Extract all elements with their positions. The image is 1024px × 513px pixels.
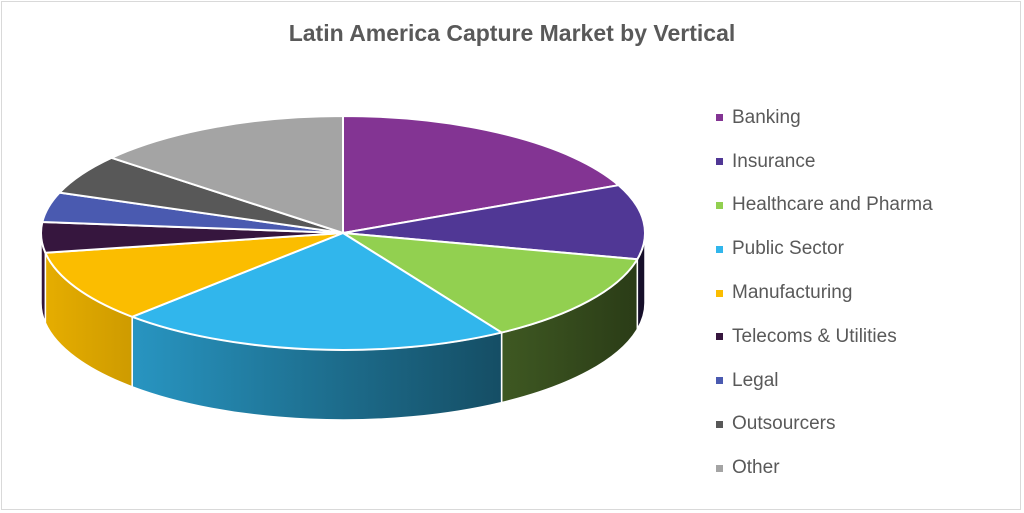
pie-slice-insurance: [342, 184, 646, 261]
legend-label-insurance: Insurance: [732, 150, 816, 172]
legend-swatch-public-sector: [716, 245, 723, 253]
legend-item-manufacturing: Manufacturing: [716, 271, 933, 315]
pie-slice-banking: [342, 115, 620, 234]
legend-label-other: Other: [732, 457, 780, 479]
legend-item-insurance: Insurance: [716, 140, 933, 184]
legend-swatch-other: [716, 464, 723, 472]
pie-slice-other: [110, 115, 344, 234]
pie-slice-healthcare-and-pharma: [342, 232, 639, 334]
legend-swatch-manufacturing: [716, 289, 723, 297]
legend-item-other: Other: [716, 446, 933, 490]
legend-label-public-sector: Public Sector: [732, 238, 844, 260]
legend-item-telecoms-and-utilities: Telecoms & Utilities: [716, 315, 933, 359]
legend-item-public-sector: Public Sector: [716, 227, 933, 271]
legend-swatch-insurance: [716, 158, 723, 166]
legend-label-healthcare-and-pharma: Healthcare and Pharma: [732, 194, 933, 216]
legend-label-legal: Legal: [732, 369, 779, 391]
legend-swatch-healthcare-and-pharma: [716, 201, 723, 209]
legend-swatch-telecoms-and-utilities: [716, 333, 723, 341]
chart-title: Latin America Capture Market by Vertical: [288, 20, 736, 46]
legend-label-manufacturing: Manufacturing: [732, 282, 853, 304]
legend-item-banking: Banking: [716, 96, 933, 140]
pie-slice-manufacturing: [44, 232, 344, 318]
legend-label-banking: Banking: [732, 106, 801, 128]
legend-swatch-banking: [716, 114, 723, 122]
legend-label-telecoms-and-utilities: Telecoms & Utilities: [732, 325, 897, 347]
legend-swatch-outsourcers: [716, 420, 723, 428]
legend-label-outsourcers: Outsourcers: [732, 413, 836, 435]
legend-item-healthcare-and-pharma: Healthcare and Pharma: [716, 184, 933, 228]
pie-slice-public-sector: [131, 232, 503, 351]
legend-item-outsourcers: Outsourcers: [716, 403, 933, 447]
legend-swatch-legal: [716, 377, 723, 385]
pie-tops: [40, 115, 646, 351]
legend-item-legal: Legal: [716, 359, 933, 403]
legend: Banking Insurance Healthcare and Pharma Pub…: [716, 96, 933, 490]
